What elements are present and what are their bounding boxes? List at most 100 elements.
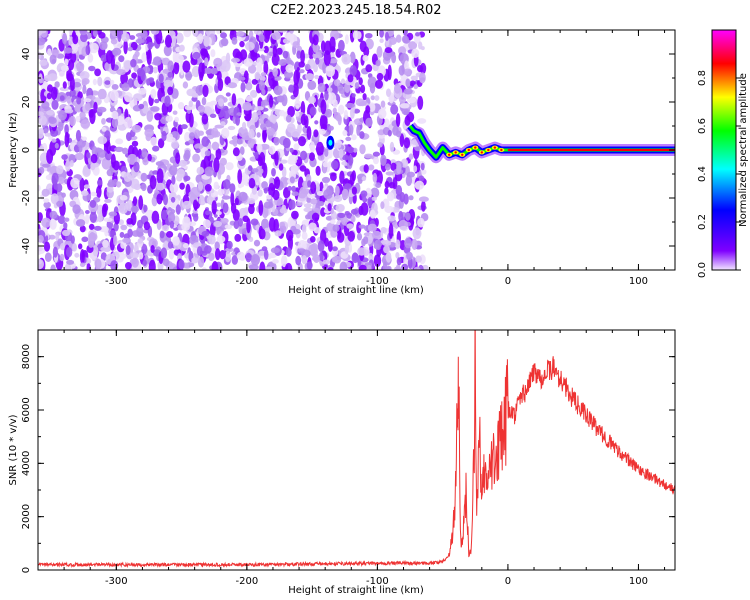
spectrogram-cell bbox=[222, 202, 229, 214]
spectrogram-cell bbox=[104, 229, 109, 237]
spectrogram-cell bbox=[238, 224, 243, 235]
spectrogram-cell bbox=[326, 92, 337, 104]
colorbar-tick-label: 0.0 bbox=[697, 262, 708, 278]
spectrogram-cell bbox=[89, 211, 98, 223]
spectrogram-cell bbox=[386, 88, 391, 97]
carrier-knot-core bbox=[454, 151, 457, 154]
spectrogram-cells bbox=[38, 30, 429, 270]
spectrogram-cell bbox=[62, 32, 68, 45]
spectrogram-cell bbox=[278, 163, 284, 171]
spectrogram-cell bbox=[413, 266, 421, 270]
spectrogram-cell bbox=[233, 220, 240, 230]
spectrogram-cell bbox=[48, 117, 57, 124]
spectrogram-cell bbox=[90, 191, 97, 197]
carrier-knot-core bbox=[493, 146, 497, 149]
spectrogram-cell bbox=[395, 34, 402, 43]
spectrogram-cell bbox=[268, 114, 277, 123]
spectrogram-cell bbox=[38, 212, 43, 222]
x-tick-label: 0 bbox=[505, 576, 511, 587]
spectrogram-cell bbox=[158, 73, 164, 83]
spectrogram-cell bbox=[133, 161, 140, 173]
spectrogram-cell bbox=[248, 165, 253, 172]
spectrogram-cell bbox=[97, 149, 107, 158]
spectrogram-cell bbox=[319, 251, 324, 261]
spectrogram-cell bbox=[399, 225, 408, 231]
snr-line bbox=[38, 330, 675, 569]
spectrogram-cell bbox=[83, 184, 90, 189]
spectrogram-cell bbox=[362, 93, 367, 101]
spectrogram-cell bbox=[140, 172, 148, 182]
spectrogram-cell bbox=[300, 49, 305, 64]
spectrogram-cell bbox=[399, 133, 405, 147]
spectrogram-cell bbox=[250, 218, 259, 226]
spectrogram-cell bbox=[363, 46, 370, 57]
spectrogram-cell bbox=[333, 79, 341, 87]
spectrogram-cell bbox=[46, 149, 54, 164]
spectrogram-cell bbox=[82, 84, 87, 95]
spectrogram-cell bbox=[43, 198, 50, 203]
spectrogram-cell bbox=[38, 137, 41, 148]
spectrogram-cell bbox=[254, 106, 264, 111]
spectrogram-cell bbox=[225, 92, 231, 97]
spectrogram-cell bbox=[184, 252, 189, 259]
spectrogram-cell bbox=[38, 258, 44, 270]
spectrogram-cell bbox=[263, 187, 268, 194]
spectrogram-cell bbox=[380, 100, 386, 108]
spectrogram-cell bbox=[407, 257, 413, 270]
spectrogram-cell bbox=[349, 173, 355, 186]
figure-title: C2E2.2023.245.18.54.R02 bbox=[270, 3, 441, 18]
spectrogram-cell bbox=[188, 100, 193, 108]
spectrogram-cell bbox=[382, 240, 392, 247]
y-tick-label: 2000 bbox=[21, 504, 32, 529]
spectrogram-cell bbox=[183, 30, 192, 38]
spectrogram-cell bbox=[368, 164, 375, 171]
spectrogram-cell bbox=[57, 215, 66, 225]
spectrogram-cell bbox=[183, 175, 191, 182]
spectrogram-cell bbox=[403, 68, 413, 76]
spectrogram-cell bbox=[146, 110, 154, 122]
spectrogram-cell bbox=[165, 34, 172, 48]
spectrogram-cell bbox=[307, 80, 317, 90]
spectrogram-cell bbox=[266, 194, 272, 200]
spectrogram-cell bbox=[266, 127, 276, 136]
spectrogram-cell bbox=[338, 39, 345, 52]
spectrogram-cell bbox=[57, 176, 65, 185]
spectrogram-cell bbox=[171, 42, 176, 47]
spectrogram-cell bbox=[221, 127, 230, 139]
spectrogram-cell bbox=[174, 116, 180, 123]
spectrogram-cell bbox=[225, 247, 235, 252]
spectrogram-cell bbox=[370, 95, 375, 101]
spectrogram-cell bbox=[328, 125, 334, 131]
spectrogram-cell bbox=[131, 257, 139, 268]
spectrogram-cell bbox=[150, 30, 160, 35]
spectrogram-cell bbox=[195, 148, 201, 154]
x-tick-label: 100 bbox=[629, 276, 648, 287]
spectrogram-cell bbox=[256, 132, 261, 138]
spectrogram-cell bbox=[133, 93, 143, 102]
spectrogram-cell bbox=[90, 153, 98, 164]
spectrogram-cell bbox=[246, 217, 251, 234]
spectrogram-cell bbox=[365, 117, 373, 128]
spectrogram-cell bbox=[75, 115, 81, 123]
spectrogram-cell bbox=[251, 168, 259, 173]
spectrogram-cell bbox=[81, 136, 87, 141]
carrier-knot-core bbox=[487, 148, 490, 152]
spectrogram-cell bbox=[395, 252, 400, 259]
carrier-knot-core bbox=[447, 153, 451, 156]
spectrogram-cell bbox=[306, 261, 313, 270]
spectrogram-cell bbox=[85, 44, 91, 56]
spectrogram-cell bbox=[211, 261, 219, 270]
spectrogram-cell bbox=[263, 30, 270, 43]
spectrogram-cell bbox=[188, 139, 195, 145]
spectrogram-cell bbox=[281, 166, 287, 178]
spectrogram-cell bbox=[365, 187, 372, 200]
spectrogram-cell bbox=[97, 76, 103, 87]
spectrogram-cell bbox=[322, 161, 329, 168]
spectrogram-cell bbox=[253, 239, 261, 247]
carrier-knot-core bbox=[480, 151, 484, 154]
spectrogram-cell bbox=[279, 207, 288, 214]
spectrogram-cell bbox=[322, 259, 331, 265]
spectrogram-cell bbox=[54, 81, 60, 88]
spectrogram-cell bbox=[51, 138, 57, 143]
